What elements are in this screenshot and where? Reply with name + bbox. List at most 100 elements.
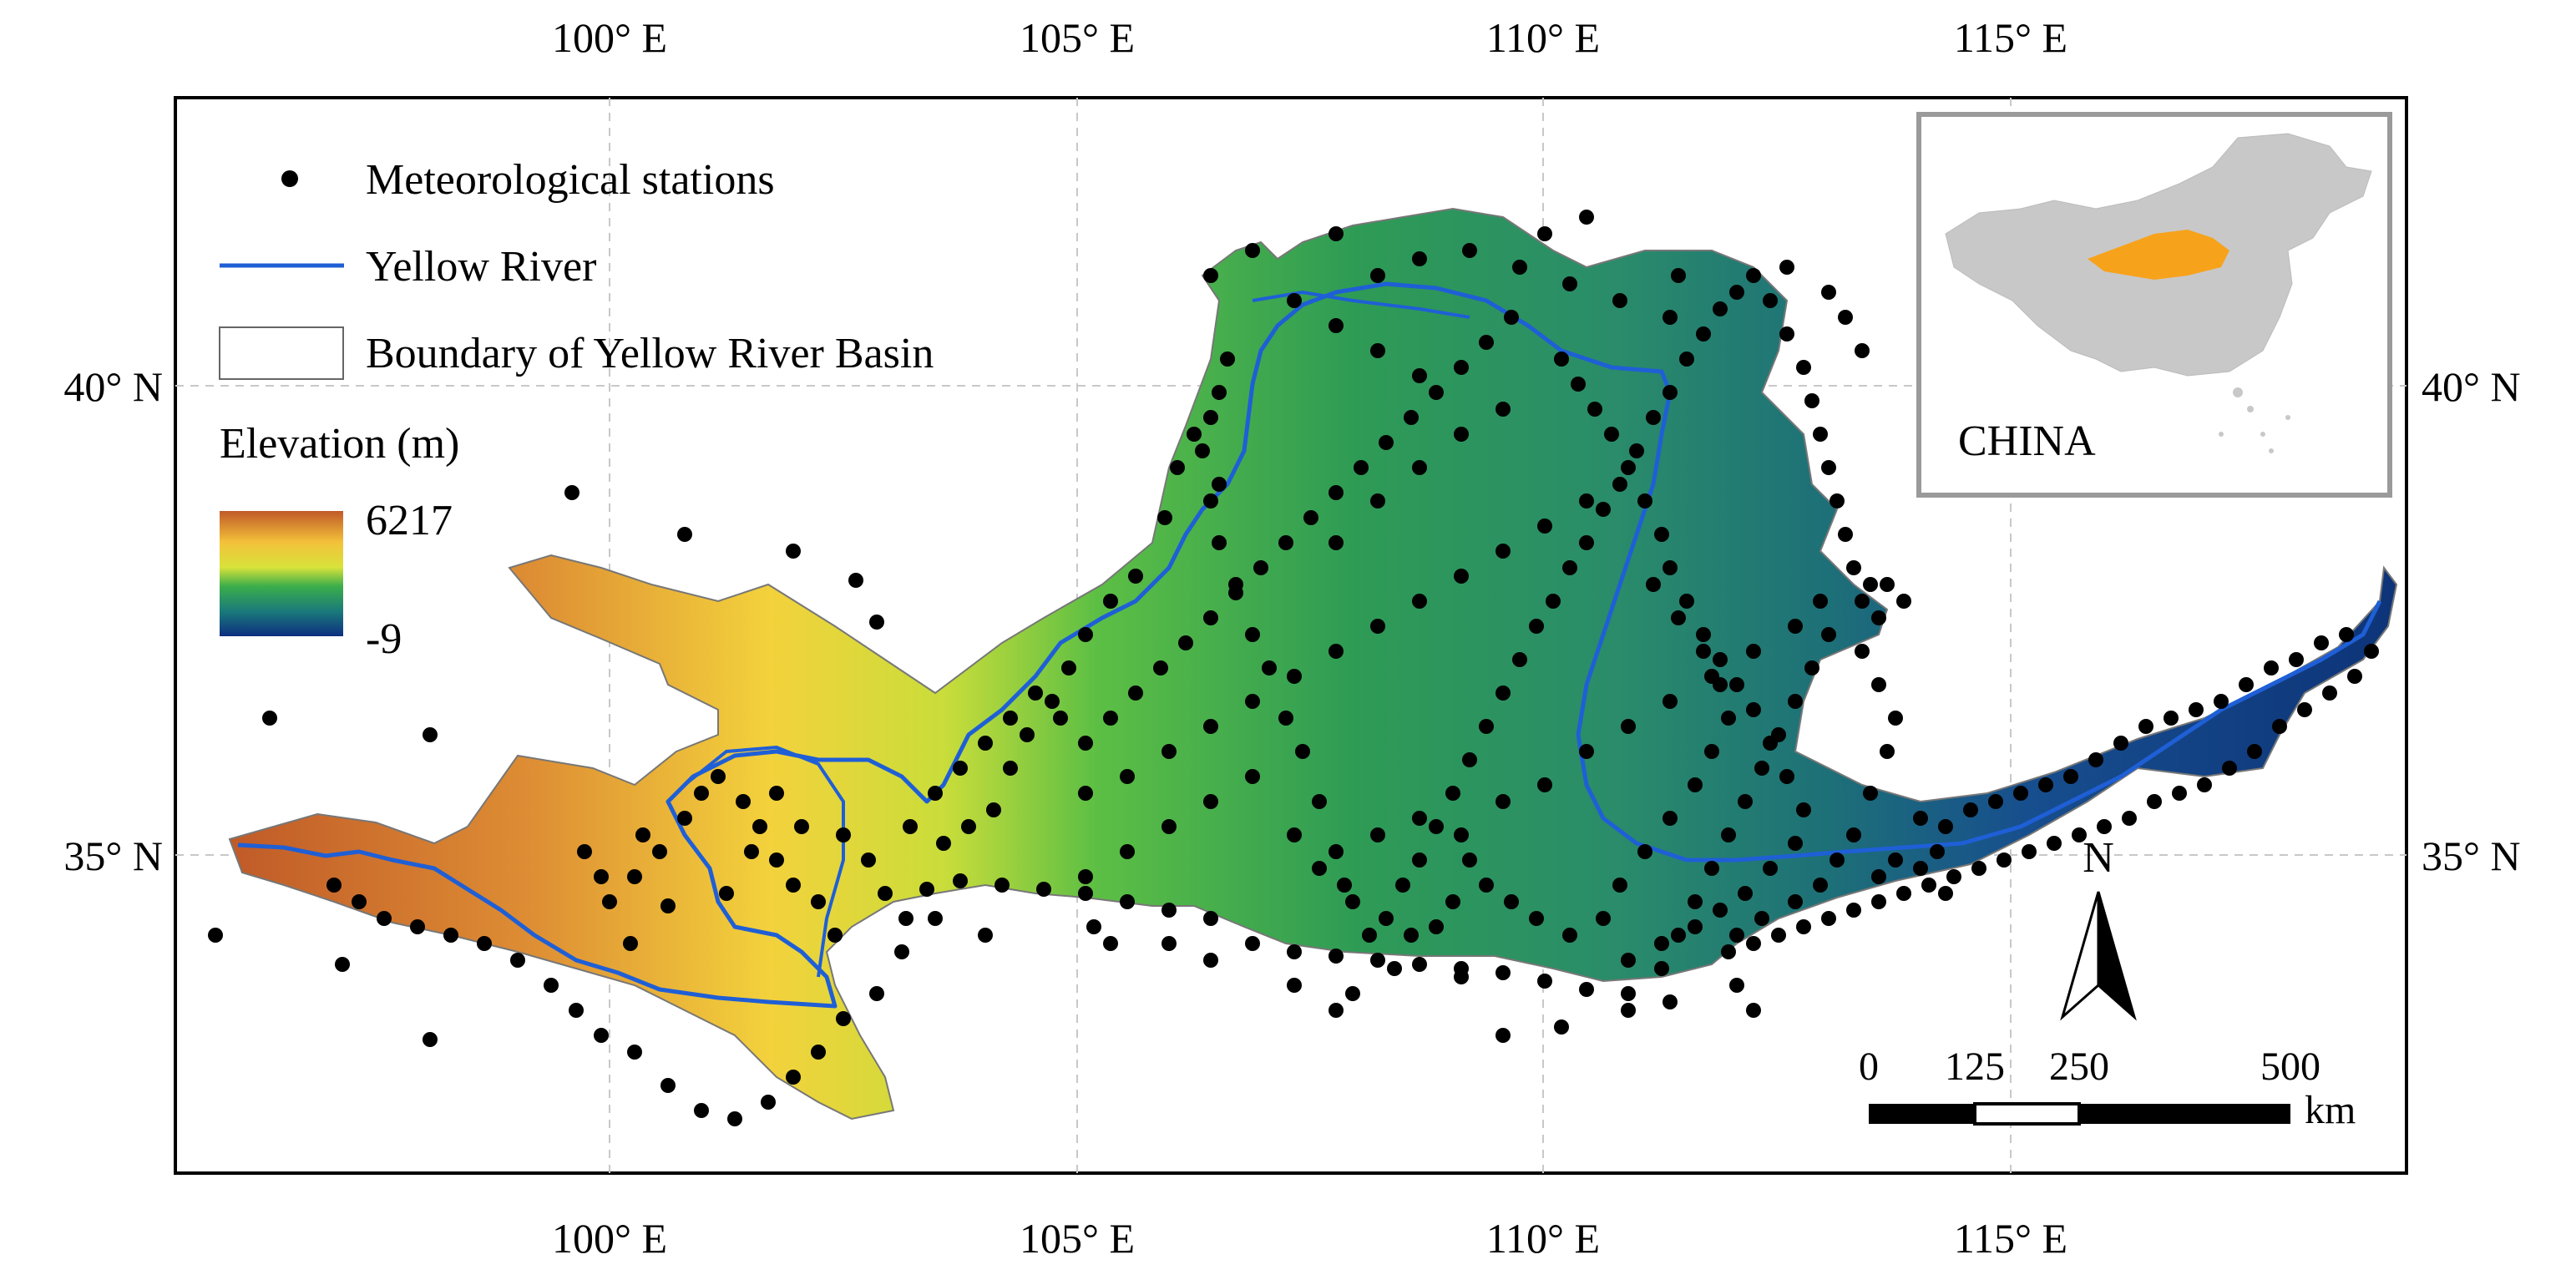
- lat-label-left: 40° N: [63, 363, 163, 410]
- station-dot: [1128, 686, 1143, 701]
- station-dot: [961, 819, 976, 834]
- station-dot: [1429, 385, 1444, 400]
- station-dot: [423, 727, 438, 742]
- station-dot: [1713, 677, 1728, 692]
- station-dot: [1287, 669, 1302, 684]
- station-dot: [1537, 777, 1552, 792]
- station-dot: [352, 894, 367, 909]
- station-dot: [2272, 719, 2287, 734]
- scale-segment: [2079, 1104, 2290, 1124]
- scale-tick-label: 0: [1859, 1045, 1879, 1089]
- station-dot: [1788, 894, 1803, 909]
- station-dot: [936, 836, 951, 851]
- station-dot: [769, 852, 784, 868]
- station-dot: [848, 573, 863, 588]
- station-dot: [1771, 928, 1786, 943]
- station-dot: [1003, 711, 1018, 726]
- station-dot: [1362, 928, 1377, 943]
- station-dot: [677, 527, 692, 542]
- station-dot: [1328, 949, 1344, 964]
- station-dot: [594, 1028, 609, 1043]
- station-dot: [2314, 635, 2329, 650]
- yellow-river-tributary: [1252, 290, 1470, 319]
- station-dot: [1938, 819, 1953, 834]
- station-dot: [1763, 861, 1778, 876]
- station-dot: [2347, 669, 2362, 684]
- station-dot: [1713, 903, 1728, 918]
- china-inset-map: CHINA: [1916, 112, 2392, 498]
- inset-china-label: CHINA: [1958, 417, 2096, 465]
- station-dot: [1971, 861, 1986, 876]
- scale-unit: km: [2305, 1088, 2356, 1132]
- station-dot: [2289, 652, 2304, 667]
- station-dot: [1345, 986, 1360, 1001]
- station-dot: [1863, 577, 1878, 592]
- station-dot: [2122, 811, 2137, 826]
- station-dot: [1328, 1003, 1344, 1018]
- station-dot: [1729, 677, 1744, 692]
- station-dot: [1880, 577, 1895, 592]
- station-dot: [1529, 911, 1544, 926]
- station-dot: [1821, 285, 1836, 300]
- station-dot: [577, 844, 592, 859]
- station-dot: [377, 911, 392, 926]
- station-dot: [836, 827, 851, 842]
- station-dot: [1629, 443, 1644, 458]
- station-dot: [1287, 827, 1302, 842]
- station-dot: [2239, 677, 2254, 692]
- station-dot: [986, 802, 1001, 817]
- station-dot: [928, 786, 943, 801]
- station-dot: [1754, 761, 1769, 776]
- station-dot: [1896, 594, 1911, 609]
- station-dot: [1871, 894, 1886, 909]
- station-dot: [1779, 326, 1794, 342]
- station-dot: [2247, 744, 2262, 759]
- station-dot: [1045, 694, 1060, 709]
- legend-river-label: Yellow River: [366, 243, 596, 291]
- station-dot: [1696, 644, 1711, 659]
- station-dot: [1746, 702, 1761, 717]
- station-dot: [677, 811, 692, 826]
- station-dot: [1454, 360, 1469, 375]
- lon-label-top: 105° E: [1020, 14, 1135, 61]
- scale-bar: 0 125 250 500 km: [1859, 1045, 2356, 1132]
- station-dot: [1157, 510, 1172, 525]
- station-dot: [1721, 827, 1736, 842]
- station-dot: [1938, 886, 1953, 901]
- station-dot: [1429, 919, 1444, 934]
- station-dot: [1779, 769, 1794, 784]
- station-dot: [1663, 310, 1678, 325]
- station-dot: [711, 769, 726, 784]
- station-dot: [1930, 844, 1945, 859]
- station-dot: [594, 869, 609, 884]
- station-dot: [1746, 1003, 1761, 1018]
- station-dot: [1337, 878, 1352, 893]
- station-dot: [1729, 928, 1744, 943]
- station-dot: [1838, 310, 1853, 325]
- station-dot: [1262, 660, 1277, 675]
- station-dot: [1412, 460, 1427, 475]
- station-dot: [2322, 686, 2337, 701]
- map-legend: Meteorological stations Yellow River Bou…: [219, 156, 934, 663]
- station-dot: [208, 928, 223, 943]
- lon-label-bottom: 100° E: [552, 1215, 667, 1262]
- station-dot: [1495, 686, 1511, 701]
- station-dot: [1078, 786, 1093, 801]
- station-dot: [2264, 660, 2279, 675]
- station-dot: [1871, 610, 1886, 625]
- station-dot: [1871, 869, 1886, 884]
- station-dot: [1796, 802, 1811, 817]
- station-dot: [1479, 878, 1494, 893]
- station-dot: [1830, 852, 1845, 868]
- station-dot: [1579, 744, 1594, 759]
- station-dot: [1804, 393, 1819, 408]
- station-dot: [1512, 652, 1527, 667]
- station-dot: [1203, 953, 1218, 968]
- station-dot: [443, 928, 458, 943]
- yellow-river-tributary: [683, 745, 845, 978]
- station-dot: [978, 736, 993, 751]
- lon-label-top: 110° E: [1486, 14, 1600, 61]
- lon-label-bottom: 110° E: [1486, 1215, 1600, 1262]
- station-dot: [1788, 619, 1803, 634]
- station-dot: [1579, 210, 1594, 225]
